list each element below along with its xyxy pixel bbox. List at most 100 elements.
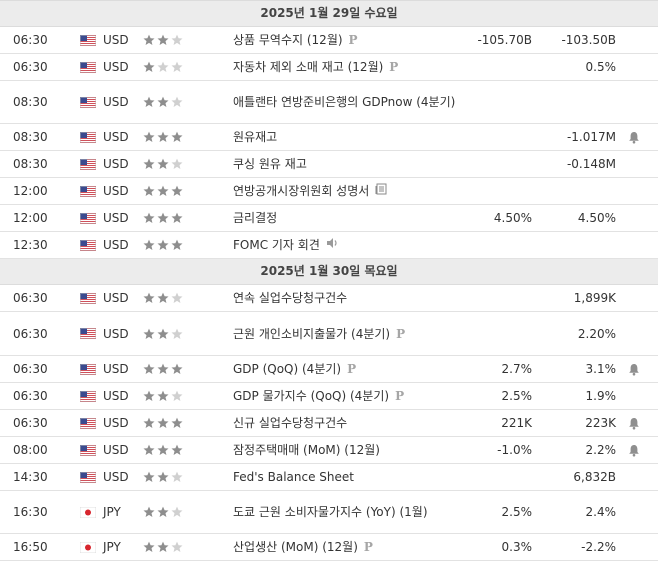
event-importance	[143, 534, 203, 560]
importance-star-icon	[171, 96, 183, 108]
event-name[interactable]: FOMC 기자 회견	[233, 237, 320, 252]
preliminary-p-icon[interactable]: P	[348, 33, 358, 47]
event-name-cell[interactable]: FOMC 기자 회견	[233, 232, 463, 258]
event-row[interactable]: 08:30 USD 쿠싱 원유 재고 -0.148M	[0, 151, 658, 178]
event-name[interactable]: 연방공개시장위원회 성명서	[233, 183, 370, 198]
bell-placeholder	[626, 81, 642, 123]
event-importance	[143, 178, 203, 204]
importance-star-icon	[171, 328, 183, 340]
importance-star-icon	[171, 239, 183, 251]
event-name-cell[interactable]: 상품 무역수지 (12월) P	[233, 27, 463, 53]
event-name[interactable]: 애틀랜타 연방준비은행의 GDPnow (4분기)	[233, 95, 456, 109]
event-time: 08:30	[13, 95, 48, 109]
event-time: 06:30	[13, 291, 48, 305]
event-name[interactable]: GDP (QoQ) (4분기)	[233, 362, 342, 376]
event-currency: USD	[103, 60, 129, 74]
event-forecast: 0.3%	[501, 540, 533, 554]
event-name-cell[interactable]: GDP (QoQ) (4분기) P	[233, 356, 463, 382]
event-name-cell[interactable]: 쿠싱 원유 재고	[233, 151, 463, 177]
event-name-cell[interactable]: 애틀랜타 연방준비은행의 GDPnow (4분기)	[233, 81, 463, 123]
event-row[interactable]: 06:30 USD 자동차 제외 소매 재고 (12월) P 0.5%	[0, 54, 658, 81]
event-name[interactable]: 원유재고	[233, 130, 278, 144]
event-time: 12:00	[13, 184, 48, 198]
importance-star-icon	[157, 390, 169, 402]
event-name-cell[interactable]: GDP 물가지수 (QoQ) (4분기) P	[233, 383, 463, 409]
importance-star-icon	[157, 328, 169, 340]
event-row[interactable]: 12:00 USD 연방공개시장위원회 성명서	[0, 178, 658, 205]
event-name[interactable]: 산업생산 (MoM) (12월)	[233, 540, 358, 554]
event-row[interactable]: 06:30 USD 상품 무역수지 (12월) P -105.70B -103.50B	[0, 27, 658, 54]
event-row[interactable]: 12:30 USD FOMC 기자 회견	[0, 232, 658, 259]
bell-icon[interactable]	[626, 124, 642, 150]
event-name-cell[interactable]: 금리결정	[233, 205, 463, 231]
event-name[interactable]: 잠정주택매매 (MoM) (12월)	[233, 443, 380, 457]
event-name-cell[interactable]: 연방공개시장위원회 성명서	[233, 178, 463, 204]
event-name[interactable]: 근원 개인소비지출물가 (4분기)	[233, 326, 391, 341]
event-row[interactable]: 08:00 USD 잠정주택매매 (MoM) (12월) -1.0% 2.2%	[0, 437, 658, 464]
importance-star-icon	[171, 506, 183, 518]
event-previous: -103.50B	[561, 33, 616, 47]
importance-star-icon	[171, 390, 183, 402]
event-time: 16:30	[13, 505, 48, 519]
event-row[interactable]: 06:30 USD GDP 물가지수 (QoQ) (4분기) P 2.5% 1.9%	[0, 383, 658, 410]
bell-placeholder	[626, 383, 642, 409]
event-currency: USD	[103, 211, 129, 225]
speaker-icon[interactable]	[326, 236, 339, 254]
us-flag-icon	[80, 437, 98, 463]
event-name[interactable]: 연속 실업수당청구건수	[233, 291, 348, 305]
event-name-cell[interactable]: 산업생산 (MoM) (12월) P	[233, 534, 463, 560]
event-name-cell[interactable]: 신규 실업수당청구건수	[233, 410, 463, 436]
event-name[interactable]: 자동차 제외 소매 재고 (12월)	[233, 60, 384, 74]
importance-star-icon	[143, 34, 155, 46]
event-name[interactable]: 신규 실업수당청구건수	[233, 416, 348, 430]
preliminary-p-icon[interactable]: P	[347, 362, 357, 376]
event-row[interactable]: 08:30 USD 원유재고 -1.017M	[0, 124, 658, 151]
event-name-cell[interactable]: 자동차 제외 소매 재고 (12월) P	[233, 54, 463, 80]
event-currency: USD	[103, 416, 129, 430]
event-name[interactable]: 금리결정	[233, 211, 278, 225]
event-name[interactable]: GDP 물가지수 (QoQ) (4분기)	[233, 389, 390, 403]
event-name-cell[interactable]: 연속 실업수당청구건수	[233, 285, 463, 311]
event-name[interactable]: Fed's Balance Sheet	[233, 470, 354, 484]
event-importance	[143, 437, 203, 463]
event-previous: -0.148M	[566, 157, 616, 171]
preliminary-p-icon[interactable]: P	[396, 326, 406, 341]
us-flag-icon	[80, 232, 98, 258]
event-row[interactable]: 06:30 USD GDP (QoQ) (4분기) P 2.7% 3.1%	[0, 356, 658, 383]
preliminary-p-icon[interactable]: P	[389, 60, 399, 74]
importance-star-icon	[157, 34, 169, 46]
preliminary-p-icon[interactable]: P	[395, 389, 405, 403]
bell-icon[interactable]	[626, 356, 642, 382]
bell-icon[interactable]	[626, 410, 642, 436]
event-currency: USD	[103, 443, 129, 457]
document-icon[interactable]	[375, 182, 387, 200]
event-forecast	[440, 124, 532, 150]
event-row[interactable]: 06:30 USD 근원 개인소비지출물가 (4분기) P 2.20%	[0, 312, 658, 356]
importance-star-icon	[143, 328, 155, 340]
event-name-cell[interactable]: Fed's Balance Sheet	[233, 464, 463, 490]
event-time: 08:00	[13, 443, 48, 457]
event-row[interactable]: 14:30 USD Fed's Balance Sheet 6,832B	[0, 464, 658, 491]
event-name[interactable]: 쿠싱 원유 재고	[233, 157, 307, 171]
event-importance	[143, 312, 203, 355]
event-name-cell[interactable]: 근원 개인소비지출물가 (4분기) P	[233, 312, 463, 355]
event-row[interactable]: 08:30 USD 애틀랜타 연방준비은행의 GDPnow (4분기)	[0, 81, 658, 124]
event-row[interactable]: 06:30 USD 연속 실업수당청구건수 1,899K	[0, 285, 658, 312]
japan-flag-icon	[80, 534, 98, 560]
preliminary-p-icon[interactable]: P	[363, 540, 373, 554]
importance-star-icon	[143, 96, 155, 108]
event-name[interactable]: 상품 무역수지 (12월)	[233, 33, 343, 47]
event-row[interactable]: 16:50 JPY 산업생산 (MoM) (12월) P 0.3% -2.2%	[0, 534, 658, 561]
event-name[interactable]: 도쿄 근원 소비자물가지수 (YoY) (1월)	[233, 505, 428, 519]
event-name-cell[interactable]: 도쿄 근원 소비자물가지수 (YoY) (1월)	[233, 491, 463, 533]
us-flag-icon	[80, 356, 98, 382]
bell-icon[interactable]	[626, 437, 642, 463]
event-forecast: 2.7%	[501, 362, 533, 376]
event-row[interactable]: 16:30 JPY 도쿄 근원 소비자물가지수 (YoY) (1월) 2.5% 2.4%	[0, 491, 658, 534]
event-name-cell[interactable]: 잠정주택매매 (MoM) (12월)	[233, 437, 463, 463]
event-row[interactable]: 12:00 USD 금리결정 4.50% 4.50%	[0, 205, 658, 232]
event-name-cell[interactable]: 원유재고	[233, 124, 463, 150]
us-flag-icon	[80, 178, 98, 204]
importance-star-icon	[157, 363, 169, 375]
event-row[interactable]: 06:30 USD 신규 실업수당청구건수 221K 223K	[0, 410, 658, 437]
